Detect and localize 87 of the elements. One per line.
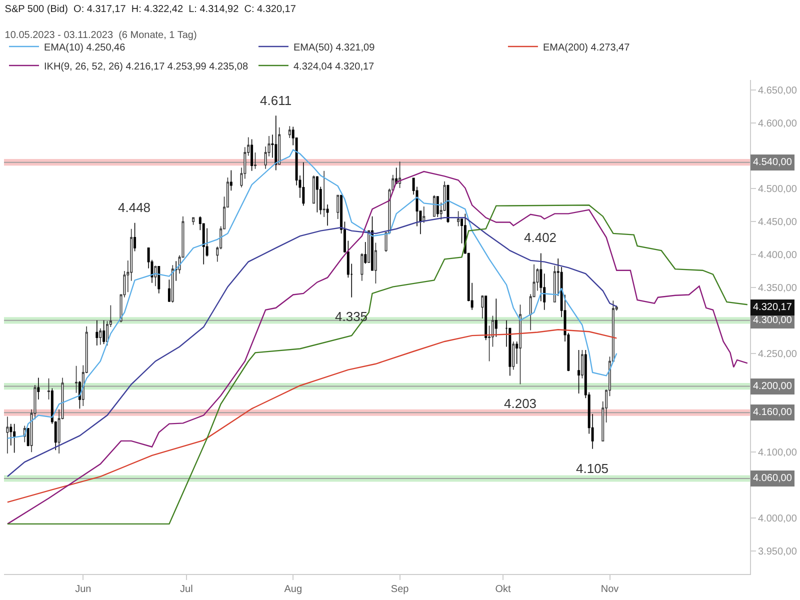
ref-line-label: 4.200,00 — [753, 381, 792, 392]
candlestick — [99, 328, 102, 346]
annotation: 4.335 — [335, 309, 368, 324]
y-tick-label: 4.350,00 — [758, 282, 798, 294]
chart-title: S&P 500 (Bid) O: 4.317,17 H: 4.322,42 L: 4.314,92 C: 4.320,17 — [4, 4, 296, 15]
y-tick-label: 4.500,00 — [758, 184, 798, 196]
y-tick-label: 4.600,00 — [758, 118, 798, 130]
candlestick — [174, 260, 178, 282]
x-tick-label: Okt — [495, 584, 512, 595]
candlestick — [312, 175, 315, 204]
candlestick — [364, 242, 367, 264]
legend-label: EMA(10) 4.250,46 — [44, 42, 126, 54]
candlestick — [250, 138, 254, 172]
y-tick-label: 4.100,00 — [758, 448, 798, 459]
candlestick — [481, 294, 484, 319]
ref-line-label: 4.060,00 — [753, 473, 792, 484]
candlestick — [322, 170, 326, 218]
line-series — [6, 217, 618, 478]
candlestick — [360, 252, 364, 282]
candlestick — [254, 152, 256, 170]
candlestick — [484, 296, 488, 341]
y-tick-label: 4.250,00 — [758, 348, 798, 360]
y-tick-label: 3.950,00 — [758, 546, 798, 558]
ref-line-label: 4.540,00 — [753, 157, 792, 168]
candlestick — [288, 126, 291, 138]
candlestick — [13, 423, 16, 454]
annotation: 4.448 — [118, 200, 151, 215]
candlestick — [374, 242, 377, 284]
candlestick — [336, 194, 340, 220]
x-tick-label: Aug — [284, 584, 302, 595]
candlestick — [102, 320, 106, 345]
annotation: 4.611 — [260, 93, 292, 108]
candlestick — [168, 279, 170, 302]
candlestick — [512, 341, 515, 370]
annotation: 4.402 — [524, 230, 557, 245]
candlestick — [158, 266, 160, 294]
y-tick-label: 4.450,00 — [758, 217, 798, 228]
annotation: 4.320,17 — [753, 302, 792, 313]
candlestick — [516, 341, 518, 364]
legend-label: EMA(200) 4.273,47 — [542, 42, 630, 54]
y-tick-label: 4.400,00 — [758, 250, 798, 262]
y-tick-label: 4.000,00 — [758, 514, 798, 525]
candlestick — [302, 162, 305, 206]
candlestick — [48, 378, 50, 400]
candlestick — [230, 170, 232, 192]
candlestick — [578, 350, 580, 394]
annotation: 4.203 — [504, 396, 537, 411]
candlestick — [436, 196, 439, 218]
candlestick — [432, 194, 436, 217]
candlestick — [26, 428, 30, 447]
annotation: 4.105 — [576, 461, 609, 476]
candlestick — [422, 206, 426, 224]
candlestick — [553, 265, 556, 302]
ref-line-label: 4.300,00 — [753, 315, 792, 326]
legend-label: EMA(50) 4.321,09 — [293, 42, 376, 54]
candlestick — [316, 176, 318, 213]
candlestick — [78, 380, 81, 410]
legend-label: 4.324,04 4.320,17 — [293, 61, 375, 72]
candlestick — [326, 204, 329, 226]
candlestick — [398, 161, 402, 188]
candlestick — [457, 210, 460, 227]
candlestick — [494, 298, 498, 338]
line-series — [6, 149, 618, 439]
x-tick-label: Nov — [600, 584, 619, 595]
candlestick — [171, 264, 174, 304]
candlestick — [75, 365, 78, 394]
candlestick — [134, 222, 136, 252]
x-tick-label: Sep — [390, 584, 410, 595]
candlestick — [368, 230, 370, 263]
ref-line-label: 4.160,00 — [753, 407, 792, 418]
candlestick — [519, 304, 522, 385]
candlestick — [6, 416, 9, 454]
candlestick — [580, 350, 584, 379]
x-tick-label: Jun — [75, 584, 92, 595]
candlestick — [37, 377, 40, 400]
legend-label: IKH(9, 26, 52, 26) 4.216,17 4.253,99 4.235,08 — [44, 61, 248, 72]
candlestick — [192, 217, 195, 226]
line-series — [6, 329, 618, 503]
x-tick-label: Jul — [180, 584, 193, 595]
candlestick — [446, 184, 450, 224]
candlestick — [278, 127, 281, 165]
candlestick — [96, 320, 98, 346]
chart-subtitle: 10.05.2023 - 03.11.2023 (6 Monate, 1 Tag) — [4, 30, 197, 41]
candlestick — [154, 265, 157, 287]
candlestick — [274, 115, 278, 171]
y-tick-label: 4.650,00 — [758, 85, 798, 96]
candlestick — [371, 216, 374, 271]
